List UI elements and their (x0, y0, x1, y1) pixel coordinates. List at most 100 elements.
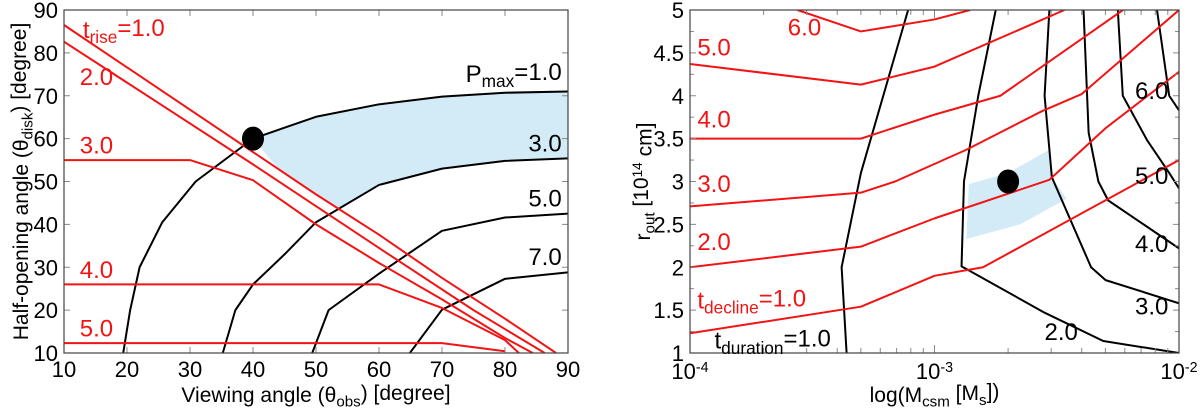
red-contour-label-part: 3.0 (697, 171, 730, 198)
y-tick-label: 30 (34, 255, 58, 280)
y-tick-label: 40 (34, 212, 58, 237)
shaded-region (253, 91, 568, 210)
y-axis-label-part: 14 (630, 162, 645, 178)
black-contour-line (1156, 10, 1179, 111)
red-contour-line (64, 159, 534, 353)
x-tick-label: 80 (493, 357, 517, 382)
right-panel-tdecline-tduration: tdecline=1.02.03.04.05.06.0tduration=1.0… (630, 0, 1198, 409)
red-contour-label: 5.0 (80, 316, 113, 343)
x-tick-label: 10-2 (1160, 359, 1197, 384)
y-tick-label: 2.5 (653, 212, 684, 237)
red-contour-line (64, 40, 546, 353)
red-contour-label-part: t (697, 287, 704, 314)
x-tick-label: 10-3 (916, 359, 953, 384)
black-contour-label-part: 6.0 (1135, 78, 1168, 105)
x-tick-base: 10 (916, 359, 940, 384)
black-contour-line (1043, 10, 1179, 305)
red-contour-label: 3.0 (697, 171, 730, 198)
shaded-region (966, 149, 1067, 239)
red-contour-label: 5.0 (697, 34, 730, 61)
x-tick-label: 10 (52, 357, 76, 382)
red-contour-label: trise=1.0 (83, 15, 165, 47)
y-tick-label: 70 (34, 84, 58, 109)
y-tick-label: 60 (34, 127, 58, 152)
best-fit-marker (242, 126, 264, 151)
y-tick-label: 80 (34, 41, 58, 66)
y-tick-label: 3.5 (653, 127, 684, 152)
red-contour-label-part: 4.0 (697, 106, 730, 133)
black-contour-label-part: =1.0 (514, 59, 561, 86)
red-contour-line (797, 10, 971, 33)
red-contour-line (64, 283, 520, 353)
best-fit-marker (997, 169, 1020, 194)
black-contour-label-part: t (714, 328, 721, 355)
x-axis-label-part: ) [degree] (361, 382, 451, 405)
x-tick-label: 60 (367, 357, 391, 382)
x-tick-exponent: -2 (1185, 360, 1198, 376)
black-contour-line (960, 10, 1179, 353)
left-panel-pmax-trise: trise=1.02.03.04.05.0Pmax=1.03.05.07.010… (8, 0, 580, 409)
black-contour-label-part: max (482, 71, 515, 91)
red-contour-label-part: 4.0 (80, 257, 113, 284)
red-contour-line (64, 24, 557, 353)
red-contour-line (64, 342, 506, 353)
x-tick-label: 50 (304, 357, 328, 382)
black-contour-line (409, 271, 568, 353)
red-contour-line (690, 10, 1065, 86)
y-tick-label: 2 (672, 255, 684, 280)
black-contour-label-part: 5.0 (1135, 163, 1168, 190)
x-axis-label: Viewing angle (θobs) [degree] (181, 382, 450, 409)
y-tick-label: 5 (672, 0, 684, 23)
y-axis-label-part: ) [degree] (8, 23, 31, 113)
red-contour-label-part: t (83, 17, 90, 44)
x-axis-label: log(Mcsm [Ms]) (870, 380, 1000, 409)
y-axis-label-part: out (642, 212, 659, 234)
black-contour-label: 2.0 (1045, 319, 1078, 346)
x-axis-label-part: ]) (987, 380, 1000, 403)
red-contour-label: 4.0 (80, 257, 113, 284)
black-contour-label: tduration=1.0 (714, 326, 830, 358)
y-axis-label-part: r (632, 233, 655, 240)
x-tick-label: 40 (241, 357, 265, 382)
x-axis-label-part: csm (922, 394, 950, 409)
red-contour-line (690, 70, 1179, 269)
y-tick-label: 90 (34, 0, 58, 23)
red-contour-label: 2.0 (80, 64, 113, 91)
black-contour-line (1116, 10, 1179, 189)
y-tick-label: 3 (672, 170, 684, 195)
black-contour-label-part: 7.0 (528, 244, 561, 271)
red-contour-label-part: rise (90, 27, 118, 47)
black-contour-label: 5.0 (528, 185, 561, 212)
y-axis-label: rout [1014 cm] (630, 123, 658, 241)
black-contour-label: 6.0 (1135, 78, 1168, 105)
red-contour-label: tdecline=1.0 (697, 285, 806, 317)
plot-area (690, 10, 1179, 353)
black-contour-line (221, 157, 568, 353)
red-contour-line (690, 10, 1179, 208)
black-contour-label-part: 5.0 (528, 185, 561, 212)
red-contour-label-part: =1.0 (759, 285, 806, 312)
x-tick-label: 90 (556, 357, 580, 382)
black-contour-label-part: duration (721, 338, 783, 358)
black-contour-label-part: 4.0 (1135, 231, 1168, 258)
x-tick-label: 20 (115, 357, 139, 382)
black-contour-label-part: =1.0 (784, 326, 831, 353)
black-contour-label-part: 3.0 (528, 130, 561, 157)
y-tick-label: 10 (34, 341, 58, 366)
y-tick-label: 4.5 (653, 41, 684, 66)
red-contour-label-part: 5.0 (80, 316, 113, 343)
red-contour-label-part: 2.0 (697, 229, 730, 256)
black-contour-line (1082, 10, 1179, 250)
y-axis-label: Half-opening angle (θdisk) [degree] (8, 23, 36, 341)
x-tick-base: 10 (671, 359, 695, 384)
y-axis-label-part: disk (20, 112, 37, 139)
y-tick-label: 20 (34, 298, 58, 323)
red-contour-label-part: 2.0 (80, 64, 113, 91)
black-contour-label: 7.0 (528, 244, 561, 271)
x-axis-label-part: log(M (870, 384, 923, 407)
x-axis-label-part: [M (950, 382, 979, 405)
black-contour-label-part: 2.0 (1045, 319, 1078, 346)
y-tick-label: 4 (672, 84, 684, 109)
y-tick-label: 1.5 (653, 298, 684, 323)
y-tick-label: 1 (672, 341, 684, 366)
